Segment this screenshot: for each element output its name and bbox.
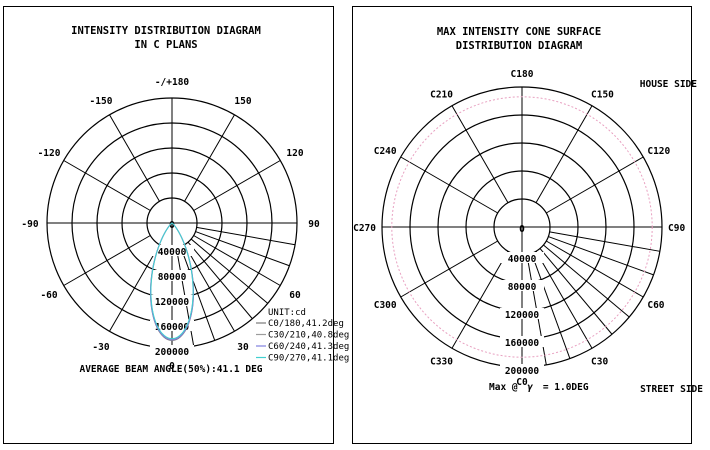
right-angle-label-C0: C0 [516, 377, 528, 388]
right-spoke-150 [535, 105, 593, 204]
left-angle-label--30: -30 [92, 342, 109, 353]
right-radial-label-40000: 40000 [508, 254, 537, 265]
right-angle-label-C60: C60 [647, 300, 664, 311]
left-radial-label-bg-120000 [150, 295, 194, 306]
right-angle-label-C150: C150 [591, 90, 614, 101]
left-radial-label-200000: 200000 [155, 347, 190, 358]
left-radial-label-160000: 160000 [155, 322, 190, 333]
left-angle-label-30: 30 [237, 342, 249, 353]
right-spoke--120 [400, 156, 499, 214]
left-chart-subtitle: IN C PLANS [134, 39, 197, 51]
right-spoke--60 [400, 240, 499, 298]
legend-entry-c60: C60/240,41.3deg [268, 342, 349, 352]
legend: C0/180,41.2deg C30/210,40.8deg C60/240,4… [256, 319, 349, 364]
left-spoke--30 [109, 244, 160, 332]
max-gamma-caption: Max @ γ = 1.0DEG [489, 382, 589, 393]
left-radial-label-80000: 80000 [158, 272, 187, 283]
left-angle-label--/+180: -/+180 [155, 77, 190, 88]
left-radial-label-bg-40000 [150, 245, 194, 256]
right-angle-label-C330: C330 [430, 356, 453, 367]
left-angle-label-150: 150 [234, 96, 251, 107]
left-spoke-120 [193, 160, 281, 211]
legend-entry-c30: C30/210,40.8deg [268, 331, 349, 341]
intensity-distribution-panel [3, 6, 334, 444]
left-minor-spoke-40 [187, 241, 253, 320]
caption-prefix: Max @ [489, 382, 518, 393]
left-minor-spoke-20 [180, 246, 216, 341]
left-spoke-60 [193, 235, 281, 286]
right-spoke--150 [451, 105, 509, 204]
left-polar-grid: -/+180 150 120 90 60 30 0 -30 -60 -90 -120 -150 0 400… [21, 77, 320, 372]
right-radial-label-bg-200000 [500, 364, 544, 375]
right-angle-label-C210: C210 [430, 90, 453, 101]
street-side-label: STREET SIDE [640, 384, 703, 395]
left-minor-spoke-70 [195, 231, 290, 267]
left-radial-label-40000: 40000 [158, 247, 187, 258]
right-radial-label-80000: 80000 [508, 282, 537, 293]
right-minor-spoke-40 [539, 248, 613, 335]
right-angle-label-C240: C240 [374, 146, 397, 157]
right-angle-label-C270: C270 [353, 223, 376, 234]
right-spoke-120 [545, 156, 644, 214]
right-angle-label-C90: C90 [668, 223, 685, 234]
right-spoke-60 [545, 240, 644, 298]
right-chart-subtitle: DISTRIBUTION DIAGRAM [456, 40, 582, 52]
right-minor-spoke-70 [548, 236, 654, 276]
left-minor-spoke-50 [190, 238, 269, 304]
right-radial-label-bg-160000 [500, 336, 544, 347]
right-radial-label-160000: 160000 [505, 338, 540, 349]
right-spoke--30 [451, 250, 509, 349]
legend-entry-c0: C0/180,41.2deg [268, 319, 344, 329]
left-spoke-150 [184, 114, 235, 202]
right-angle-label-C180: C180 [511, 69, 534, 80]
left-minor-spoke-80 [196, 226, 296, 246]
right-angle-label-C120: C120 [647, 146, 670, 157]
left-radial-label-0: 0 [169, 220, 175, 231]
left-angle-label--150: -150 [90, 96, 113, 107]
gamma-symbol: γ [527, 382, 533, 393]
right-radial-label-200000: 200000 [505, 366, 540, 377]
left-angle-label--60: -60 [40, 290, 57, 301]
beam-angle-caption: AVERAGE BEAM ANGLE(50%):41.1 DEG [79, 364, 262, 375]
left-angle-label--120: -120 [38, 148, 61, 159]
left-radial-label-bg-80000 [150, 270, 194, 281]
right-chart-title: MAX INTENSITY CONE SURFACE [437, 26, 601, 38]
right-minor-spoke-80 [549, 231, 660, 252]
left-angle-label-90: 90 [308, 219, 320, 230]
left-spoke--60 [63, 235, 151, 286]
right-minor-spoke-20 [531, 253, 571, 359]
left-spoke--120 [63, 160, 151, 211]
right-radial-label-bg-120000 [500, 308, 544, 319]
right-radial-label-0: 0 [519, 224, 525, 235]
unit-label: UNIT:cd [268, 308, 306, 318]
house-side-label: HOUSE SIDE [640, 79, 697, 90]
left-angle-label-0: 0 [169, 361, 175, 372]
left-spoke-30 [184, 244, 235, 332]
right-angle-label-C30: C30 [591, 356, 608, 367]
left-spoke--150 [109, 114, 160, 202]
legend-entry-c90: C90/270,41.1deg [268, 354, 349, 364]
left-radial-label-bg-160000 [150, 320, 194, 331]
series-curve-3 [150, 222, 194, 340]
left-radial-label-120000: 120000 [155, 297, 190, 308]
left-angle-label-60: 60 [289, 290, 301, 301]
right-radial-label-bg-40000 [500, 252, 544, 263]
cone-surface-curve [391, 96, 653, 358]
right-spoke-30 [535, 250, 593, 349]
left-radial-label-bg-200000 [150, 345, 194, 356]
right-minor-spoke-50 [543, 244, 630, 318]
left-angle-label--90: -90 [21, 219, 38, 230]
left-chart-title: INTENSITY DISTRIBUTION DIAGRAM [71, 25, 261, 37]
caption-suffix: = 1.0DEG [543, 382, 589, 393]
left-angle-label-120: 120 [286, 148, 303, 159]
right-angle-label-C300: C300 [374, 300, 397, 311]
right-polar-grid: C180 C150 C120 C90 C60 C30 C0 C330 C300 C270 C240 C… [353, 69, 685, 388]
right-radial-label-120000: 120000 [505, 310, 540, 321]
right-radial-label-bg-80000 [500, 280, 544, 291]
